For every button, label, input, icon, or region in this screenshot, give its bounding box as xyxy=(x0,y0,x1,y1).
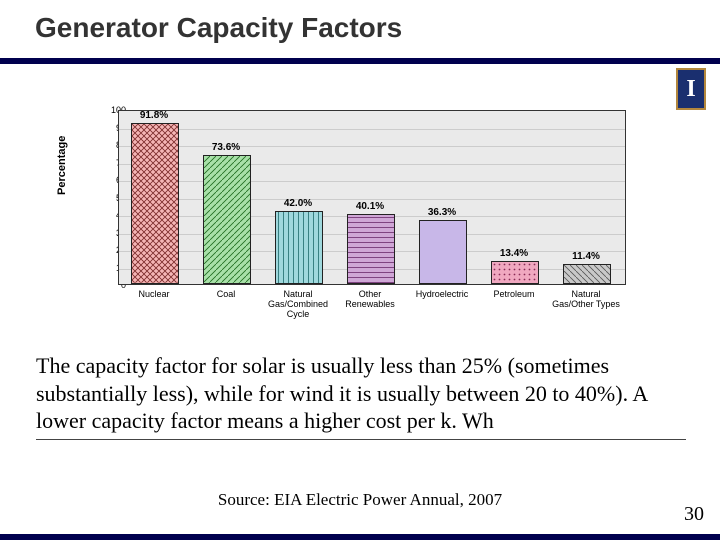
page-number: 30 xyxy=(684,503,704,526)
bar-value-label: 36.3% xyxy=(412,207,472,218)
bar xyxy=(275,211,323,285)
grid-line xyxy=(119,164,625,165)
logo-letter: I xyxy=(686,76,695,103)
bar-value-label: 11.4% xyxy=(556,251,616,262)
bar xyxy=(491,261,539,284)
source-line: Source: EIA Electric Power Annual, 2007 xyxy=(0,490,720,510)
bar xyxy=(131,123,179,284)
grid-line xyxy=(119,199,625,200)
body-text: The capacity factor for solar is usually… xyxy=(36,352,686,440)
bar xyxy=(419,220,467,284)
bar-hatch xyxy=(564,265,610,283)
bar-hatch xyxy=(276,212,322,284)
bottom-rule xyxy=(0,534,720,540)
bar-hatch xyxy=(132,124,178,283)
bar-hatch xyxy=(348,215,394,283)
bar-value-label: 42.0% xyxy=(268,198,328,209)
bar-hatch xyxy=(492,262,538,283)
category-label: Other Renewables xyxy=(334,290,406,310)
illinois-logo: I xyxy=(676,68,706,110)
bar-value-label: 91.8% xyxy=(124,110,184,121)
bar xyxy=(347,214,395,284)
bar-hatch xyxy=(204,156,250,283)
bar xyxy=(563,264,611,284)
category-label: Nuclear xyxy=(118,290,190,300)
category-label: Hydroelectric xyxy=(406,290,478,300)
bar-value-label: 40.1% xyxy=(340,201,400,212)
plot-area xyxy=(118,110,626,285)
bar-value-label: 73.6% xyxy=(196,142,256,153)
grid-line xyxy=(119,146,625,147)
category-label: Coal xyxy=(190,290,262,300)
capacity-factors-chart: Percentage 0102030405060708090100 xyxy=(62,100,642,330)
bar-value-label: 13.4% xyxy=(484,248,544,259)
title-rule xyxy=(0,58,720,64)
category-label: Natural Gas/Other Types xyxy=(550,290,622,310)
y-axis-label: Percentage xyxy=(56,136,68,195)
grid-line xyxy=(119,181,625,182)
slide-title: Generator Capacity Factors xyxy=(35,12,402,44)
grid-line xyxy=(119,129,625,130)
category-label: Natural Gas/Combined Cycle xyxy=(262,290,334,320)
slide: Generator Capacity Factors I Percentage … xyxy=(0,0,720,540)
category-label: Petroleum xyxy=(478,290,550,300)
bar xyxy=(203,155,251,284)
